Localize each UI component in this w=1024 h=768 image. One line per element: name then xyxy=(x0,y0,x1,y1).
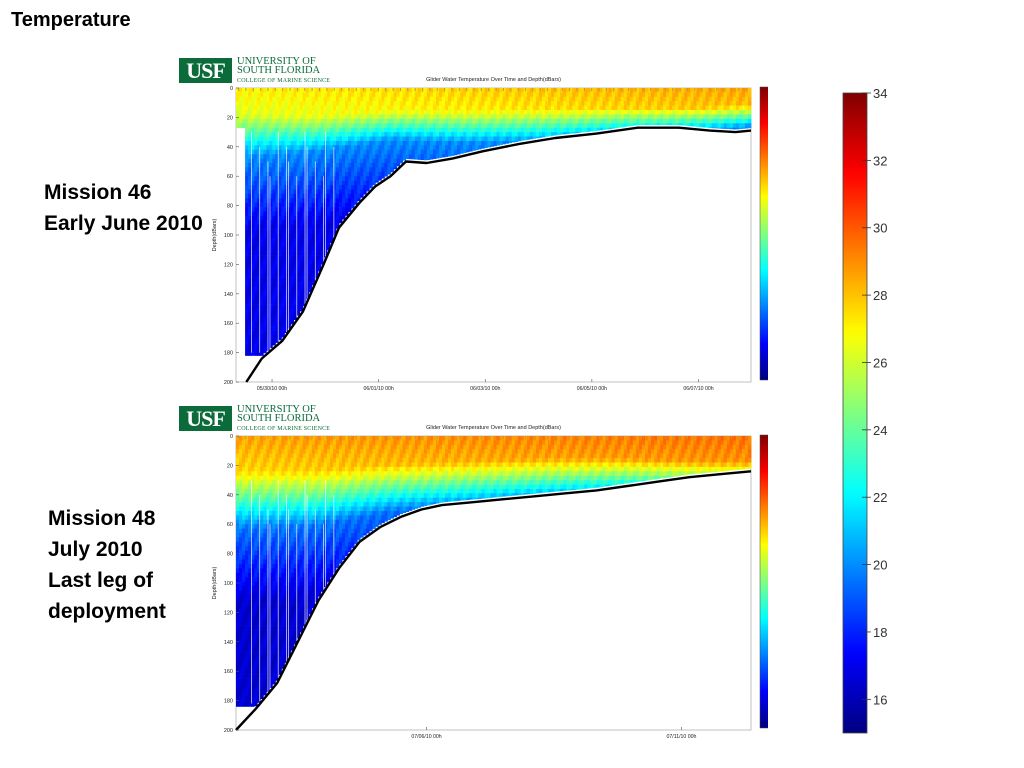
y-tick-label: 160 xyxy=(224,669,233,675)
usf-logo-mark: USF xyxy=(179,58,232,83)
x-tick-label: 06/07/10 00h xyxy=(683,386,713,390)
x-tick-label: 07/06/10 00h xyxy=(411,734,441,738)
temperature-heatmap xyxy=(236,436,752,707)
usf-logo: USF UNIVERSITY OF SOUTH FLORIDA COLLEGE … xyxy=(178,403,330,437)
temperature-depth-chart-mission-48: Glider Water Temperature Over Time and D… xyxy=(212,425,768,738)
usf-logo-text-line2: SOUTH FLORIDA xyxy=(237,65,321,76)
y-axis-label: Depth(dBars) xyxy=(212,218,218,251)
colorbar-tick-label: 32 xyxy=(873,153,887,168)
y-tick-label: 0 xyxy=(230,434,233,440)
usf-logo-text-line2: SOUTH FLORIDA xyxy=(237,413,321,424)
mission-label-line: Mission 46 xyxy=(44,181,152,204)
y-tick-label: 120 xyxy=(224,610,233,616)
y-tick-label: 180 xyxy=(224,351,233,357)
colorbar xyxy=(759,434,768,729)
mission-label-line: Last leg of xyxy=(48,569,154,592)
colorbar-gradient xyxy=(842,92,868,734)
y-tick-label: 100 xyxy=(224,233,233,239)
colorbar-tick-label: 34 xyxy=(873,86,887,101)
usf-logo-text-line3: COLLEGE OF MARINE SCIENCE xyxy=(237,426,331,432)
mission-46-chart-panel: USF UNIVERSITY OF SOUTH FLORIDA COLLEGE … xyxy=(178,55,768,390)
colorbar-tick-label: 22 xyxy=(873,490,887,505)
y-tick-label: 60 xyxy=(227,174,233,180)
y-tick-label: 60 xyxy=(227,522,233,528)
y-tick-label: 200 xyxy=(224,728,233,734)
colorbar-tick-label: 24 xyxy=(873,423,887,438)
dive-markers xyxy=(238,436,747,439)
y-tick-label: 200 xyxy=(224,380,233,386)
y-tick-label: 100 xyxy=(224,581,233,587)
colorbar-tick-label: 30 xyxy=(873,221,887,236)
x-tick-label: 06/03/10 00h xyxy=(470,386,500,390)
usf-logo-text-line1: UNIVERSITY OF xyxy=(237,56,316,67)
sea-floor-depth-line xyxy=(235,470,752,731)
colorbar-tick-label: 26 xyxy=(873,355,887,370)
usf-logo-mark: USF xyxy=(179,406,232,431)
y-tick-label: 0 xyxy=(230,86,233,92)
y-tick-label: 40 xyxy=(227,493,233,499)
colorbar-tick-label: 18 xyxy=(873,625,887,640)
temperature-depth-chart-mission-46: Glider Water Temperature Over Time and D… xyxy=(212,77,768,390)
y-tick-label: 40 xyxy=(227,145,233,151)
x-tick-label: 05/30/10 00h xyxy=(257,386,287,390)
mission-48-chart-panel: USF UNIVERSITY OF SOUTH FLORIDA COLLEGE … xyxy=(178,403,768,738)
sea-floor-depth-line xyxy=(245,126,752,383)
x-tick-label: 06/05/10 00h xyxy=(577,386,607,390)
mission-label-line: July 2010 xyxy=(48,538,143,561)
y-tick-label: 80 xyxy=(227,552,233,558)
chart-title: Glider Water Temperature Over Time and D… xyxy=(426,77,561,83)
colorbar-tick-label: 28 xyxy=(873,288,887,303)
usf-logo: USF UNIVERSITY OF SOUTH FLORIDA COLLEGE … xyxy=(178,55,330,89)
colorbar-tick-label: 20 xyxy=(873,558,887,573)
y-tick-label: 20 xyxy=(227,115,233,121)
mission-48-label: Mission 48 July 2010 Last leg of deploym… xyxy=(48,503,166,627)
temperature-colorbar-large: 34 32 30 28 26 24 22 20 18 16 xyxy=(842,86,887,734)
y-tick-label: 160 xyxy=(224,321,233,327)
y-axis-label: Depth(dBars) xyxy=(212,566,218,599)
y-tick-label: 120 xyxy=(224,262,233,268)
y-tick-label: 140 xyxy=(224,292,233,298)
y-tick-label: 140 xyxy=(224,640,233,646)
x-tick-label: 06/01/10 00h xyxy=(364,386,394,390)
y-tick-label: 180 xyxy=(224,699,233,705)
mission-label-line: Early June 2010 xyxy=(44,212,203,235)
usf-logo-text-line3: COLLEGE OF MARINE SCIENCE xyxy=(237,78,331,84)
colorbar-tick-label: 16 xyxy=(873,692,887,707)
mission-label-line: deployment xyxy=(48,600,166,623)
temperature-heatmap xyxy=(236,88,752,356)
x-tick-label: 07/11/10 00h xyxy=(667,734,697,738)
colorbar xyxy=(759,86,768,381)
y-tick-label: 20 xyxy=(227,463,233,469)
chart-title: Glider Water Temperature Over Time and D… xyxy=(426,425,561,431)
mission-label-line: Mission 48 xyxy=(48,507,156,530)
dive-markers xyxy=(238,88,747,91)
usf-logo-text-line1: UNIVERSITY OF xyxy=(237,404,316,415)
y-tick-label: 80 xyxy=(227,204,233,210)
mission-46-label: Mission 46 Early June 2010 xyxy=(44,177,203,239)
slide-title: Temperature xyxy=(11,9,131,31)
